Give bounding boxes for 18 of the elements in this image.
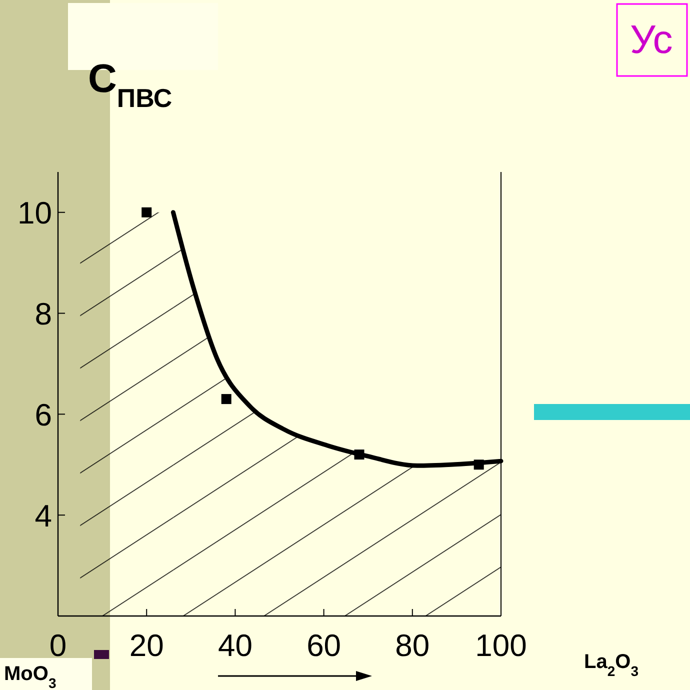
point [221,394,232,404]
x-tick-label: 100 [475,628,527,663]
y-axis-title: C$_{ПВС}$ [88,57,172,113]
y-tick-label: 10 [18,196,52,231]
x-tick-label: 80 [395,628,430,663]
y-tick-label: 4 [34,498,52,534]
point [354,450,364,460]
x-tick-label: 0 [49,628,67,663]
point [142,207,152,218]
x-tick-label: 40 [218,628,252,663]
y-tick-label: 8 [34,296,52,332]
text: MoO$_{3}$ [4,663,56,690]
x-tick-label: 60 [306,628,342,663]
point [474,460,484,470]
x-tick-label: 20 [129,628,164,663]
x-axis-title: La$_{2}$O$_{3}$ [584,651,639,679]
y-tick-label: 6 [34,397,52,432]
text: Ус [630,18,673,62]
